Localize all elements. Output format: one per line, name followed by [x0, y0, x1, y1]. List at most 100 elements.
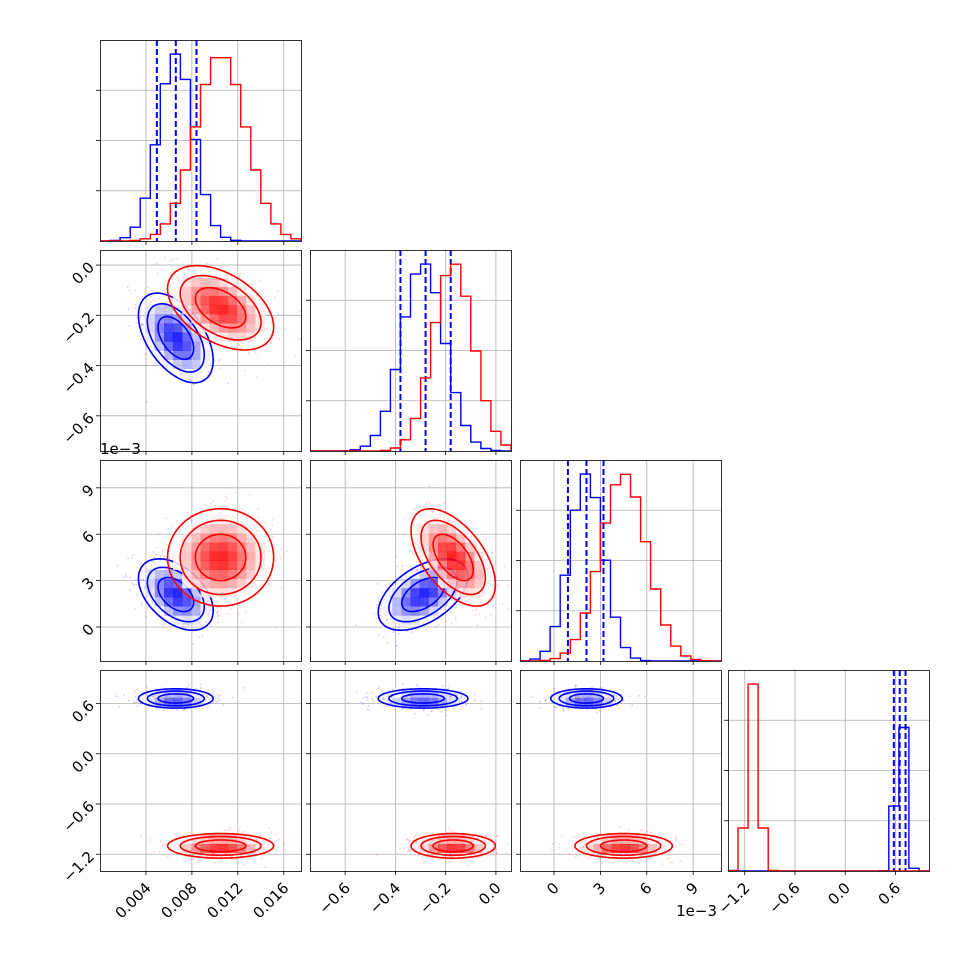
sample-point	[557, 846, 560, 849]
sample-point	[425, 501, 427, 504]
sample-point	[386, 641, 389, 644]
sample-point	[355, 624, 357, 626]
sample-point	[184, 709, 187, 712]
sample-point	[168, 556, 171, 559]
sample-point	[139, 703, 142, 705]
density-cell	[218, 295, 229, 306]
sample-point	[146, 401, 148, 403]
sample-point	[171, 617, 174, 620]
sample-point	[450, 852, 452, 855]
density-cell	[191, 323, 201, 333]
sample-point	[244, 611, 247, 614]
sample-point	[267, 843, 270, 846]
sample-point	[157, 532, 160, 535]
sample-point	[216, 607, 219, 609]
density-cell	[474, 578, 484, 589]
sample-point	[214, 695, 216, 697]
density-cell	[218, 514, 229, 525]
density-cell	[173, 350, 183, 360]
sample-point	[209, 608, 212, 611]
sample-point	[507, 584, 510, 587]
sample-point	[378, 686, 381, 689]
sample-point	[417, 845, 420, 848]
sample-point	[373, 612, 376, 615]
sample-point	[139, 339, 142, 341]
density-cell	[227, 286, 238, 296]
sample-point	[167, 584, 170, 587]
density-cell	[145, 314, 156, 324]
sample-point	[380, 604, 383, 607]
sample-point	[178, 571, 181, 574]
sample-point	[562, 708, 564, 711]
sample-point	[259, 299, 262, 301]
density-cell	[255, 304, 265, 315]
sample-point	[173, 615, 176, 618]
sample-point	[241, 832, 244, 834]
sample-point	[679, 843, 682, 846]
density-cell	[428, 578, 439, 589]
density-cell	[227, 295, 238, 306]
sample-point	[650, 831, 652, 834]
contour-level-3	[166, 507, 275, 607]
sample-point	[134, 583, 137, 586]
density-cell	[164, 606, 174, 616]
sample-point	[477, 857, 479, 859]
sample-point	[474, 545, 477, 547]
density-cell	[209, 514, 220, 525]
sample-point	[631, 704, 634, 706]
sample-point	[381, 704, 384, 707]
sample-point	[551, 842, 554, 845]
sample-point	[614, 699, 616, 702]
sample-point	[140, 324, 143, 327]
sample-point	[171, 298, 173, 301]
sample-point	[485, 537, 487, 540]
density-cell	[191, 533, 201, 543]
sample-point	[406, 630, 408, 633]
sample-point	[166, 856, 169, 858]
sample-point	[412, 836, 415, 839]
density-cell	[602, 697, 612, 707]
density-cell	[209, 314, 220, 324]
density-cell	[182, 578, 192, 589]
sample-point	[209, 502, 212, 505]
sample-point	[453, 707, 456, 710]
density-cell	[465, 533, 475, 543]
sample-point	[448, 695, 451, 698]
density-cell	[218, 542, 229, 552]
sample-point	[460, 697, 463, 699]
sample-point	[271, 535, 274, 538]
density-cell	[182, 314, 192, 324]
sample-point	[248, 353, 251, 356]
sample-point	[406, 838, 409, 841]
sample-point	[377, 597, 379, 599]
sample-point	[161, 844, 164, 847]
sample-point	[495, 835, 498, 837]
sample-point	[474, 833, 477, 835]
sample-point	[368, 709, 371, 712]
density-cell	[227, 551, 238, 561]
density-cell	[173, 359, 183, 370]
density-cell	[154, 295, 165, 306]
sample-point	[217, 698, 220, 700]
sample-point	[465, 703, 468, 705]
sample-point	[557, 693, 560, 695]
density-cell	[200, 359, 210, 370]
sample-point	[279, 556, 282, 559]
sample-point	[203, 599, 206, 602]
density-cell	[437, 697, 448, 707]
sample-point	[278, 337, 280, 340]
sample-point	[638, 694, 641, 697]
density-cell	[164, 578, 174, 589]
density-cell	[401, 697, 411, 707]
sample-point	[600, 853, 603, 856]
sample-point	[553, 690, 556, 693]
sample-point	[473, 693, 476, 696]
histogram-series-2	[728, 683, 929, 871]
density-cell	[191, 304, 201, 315]
sample-point	[182, 625, 185, 628]
sample-point	[415, 568, 418, 571]
sample-point	[125, 575, 128, 578]
sample-point	[190, 519, 193, 522]
sample-point	[400, 577, 402, 580]
sample-point	[376, 604, 379, 606]
